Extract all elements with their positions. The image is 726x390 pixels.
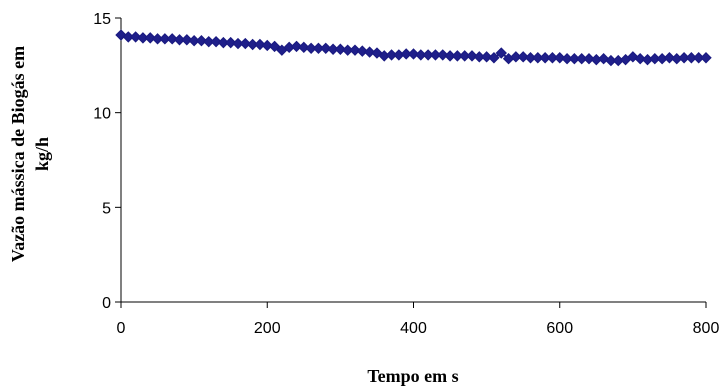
x-tick-label: 0 (117, 320, 126, 337)
data-point (166, 33, 178, 45)
data-point (495, 47, 507, 59)
series (115, 29, 712, 67)
data-point (349, 44, 361, 56)
y-tick-label: 15 (93, 11, 111, 28)
data-point (437, 49, 449, 61)
data-point (700, 52, 712, 64)
data-point (334, 43, 347, 55)
y-tick-label: 0 (102, 295, 111, 312)
y-axis-title-line-2: kg/h (32, 137, 52, 171)
data-point (268, 40, 281, 53)
data-point (517, 51, 529, 63)
x-tick-label: 400 (400, 320, 427, 337)
y-tick-label: 10 (93, 106, 111, 123)
data-point (356, 45, 369, 57)
data-point (254, 38, 266, 51)
x-tick-label: 800 (693, 320, 720, 337)
data-point (583, 52, 595, 65)
data-point (129, 31, 142, 43)
data-point (663, 52, 676, 64)
x-tick-label: 600 (546, 320, 573, 337)
data-point (210, 35, 222, 48)
data-point (261, 39, 273, 52)
x-tick-label: 200 (254, 320, 281, 337)
y-axis-title: Vazão mássica de Biogás em kg/h (8, 46, 52, 262)
data-point (363, 46, 376, 58)
data-point (195, 35, 208, 47)
data-point (239, 37, 252, 50)
data-point (466, 50, 478, 62)
data-point (144, 32, 156, 44)
y-axis-title-line-1: Vazão mássica de Biogás em (8, 46, 28, 262)
data-point (488, 52, 500, 64)
data-point (224, 36, 237, 49)
y-axis-ticks: 0 5 10 15 (93, 11, 121, 312)
x-axis-ticks: 0 200 400 600 800 (117, 302, 720, 337)
data-point (181, 34, 193, 46)
data-point (634, 52, 646, 65)
data-point (554, 52, 566, 64)
data-point (298, 41, 310, 54)
y-tick-label: 5 (102, 200, 111, 217)
data-point (480, 51, 493, 63)
x-axis-title: Tempo em s (367, 366, 458, 386)
data-point (407, 48, 420, 60)
data-point (320, 42, 332, 55)
data-point (290, 40, 303, 53)
